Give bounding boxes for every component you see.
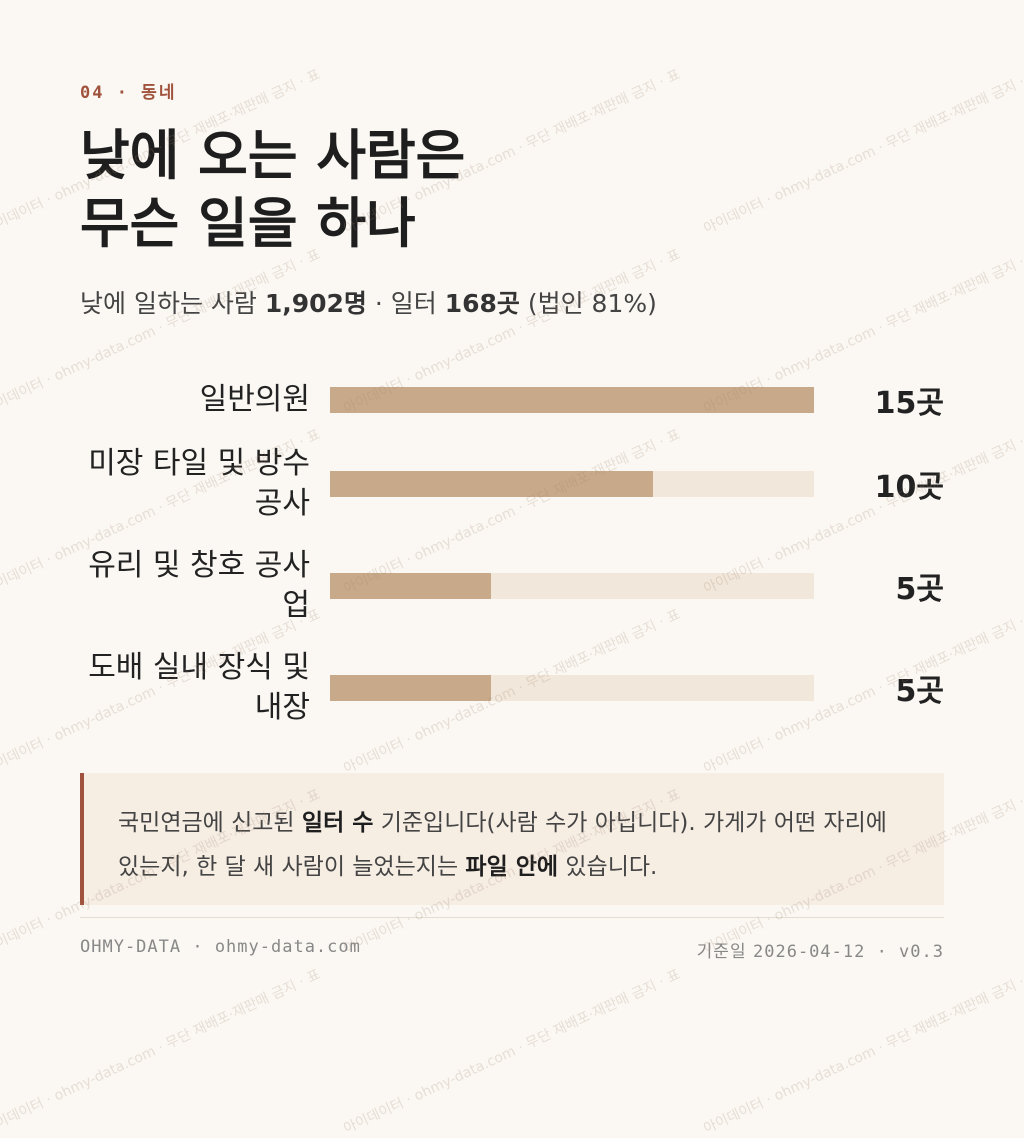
footer-version: 2026-04-12 · v0.3	[753, 942, 944, 962]
watermark: 아이데이터 · ohmy-data.com · 무단 재배포·재판매 금지 · …	[341, 966, 683, 1138]
category-label: 유리 및 창호 공사업	[88, 548, 310, 623]
watermark: 아이데이터 · ohmy-data.com · 무단 재배포·재판매 금지 · …	[0, 966, 323, 1138]
bar-row: 일반의원 15곳	[80, 378, 944, 422]
footer-right: 기준일 2026-04-12 · v0.3	[697, 937, 944, 962]
value-label: 10곳	[874, 470, 944, 505]
category-label: 일반의원	[199, 382, 310, 417]
bar	[330, 573, 492, 599]
bar	[330, 675, 492, 701]
title-line: 낮에 오는 사람은	[80, 124, 466, 187]
category-label: 도배 실내 장식 및 내장	[88, 650, 310, 725]
bar-row: 유리 및 창호 공사업 5곳	[80, 546, 944, 626]
note-text: 기준입니다(사람 수가 아닙니다). 가게가 어떤 자리에 있는지, 한 달 새…	[118, 810, 887, 880]
bar-track	[330, 471, 814, 497]
eyebrow: 04 · 동네	[80, 83, 177, 103]
bar-row: 미장 타일 및 방수 공사 10곳	[80, 444, 944, 524]
page: 04 · 동네 낮에 오는 사람은 무슨 일을 하나 낮에 일하는 사람 1,9…	[0, 66, 1024, 1138]
divider	[80, 917, 944, 918]
footer-date-label: 기준일	[696, 942, 747, 962]
value-label: 15곳	[874, 386, 944, 421]
watermark: 아이데이터 · ohmy-data.com · 무단 재배포·재판매 금지 · …	[701, 66, 1024, 238]
bar-track	[330, 573, 814, 599]
subtitle-text: 낮에 일하는 사람	[80, 289, 265, 318]
subtitle: 낮에 일하는 사람 1,902명 · 일터 168곳 (법인 81%)	[80, 284, 657, 320]
subtitle-text: (법인 81%)	[519, 289, 657, 318]
bar	[330, 471, 653, 497]
bar-track	[330, 675, 814, 701]
value-label: 5곳	[895, 674, 944, 709]
bar-row: 도배 실내 장식 및 내장 5곳	[80, 648, 944, 728]
bar-track	[330, 387, 814, 413]
note-strong: 파일 안에	[465, 854, 559, 880]
subtitle-strong: 168곳	[444, 289, 520, 318]
footer-left: OHMY-DATA · ohmy-data.com	[80, 937, 361, 957]
category-label: 미장 타일 및 방수 공사	[88, 446, 310, 521]
subtitle-text: · 일터	[366, 289, 445, 318]
title-line: 무슨 일을 하나	[80, 192, 416, 255]
note-text: 있습니다.	[558, 854, 658, 880]
value-label: 5곳	[895, 572, 944, 607]
watermark: 아이데이터 · ohmy-data.com · 무단 재배포·재판매 금지 · …	[701, 966, 1024, 1138]
chart: 일반의원 15곳 미장 타일 및 방수 공사 10곳 유리 및 창호 공사업 5곳 도배 실…	[80, 378, 944, 750]
title: 낮에 오는 사람은 무슨 일을 하나	[80, 122, 465, 258]
subtitle-strong: 1,902명	[264, 289, 367, 318]
note: 국민연금에 신고된 일터 수 기준입니다(사람 수가 아닙니다). 가게가 어떤…	[80, 773, 944, 905]
note-strong: 일터 수	[301, 810, 374, 836]
bar	[330, 387, 814, 413]
note-text: 국민연금에 신고된	[118, 810, 302, 836]
